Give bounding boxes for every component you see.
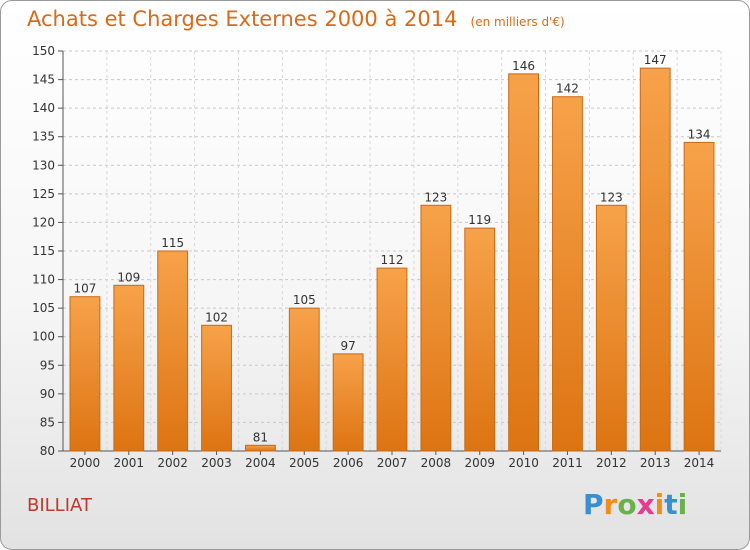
logo-letter: P bbox=[583, 488, 604, 521]
bar bbox=[201, 324, 232, 452]
x-tick-label: 2012 bbox=[596, 456, 627, 470]
x-tick-label: 2003 bbox=[201, 456, 232, 470]
y-tick-label: 120 bbox=[32, 215, 55, 229]
y-tick-label: 135 bbox=[32, 130, 55, 144]
commune-name: BILLIAT bbox=[27, 495, 92, 516]
bar bbox=[332, 353, 364, 452]
bar bbox=[376, 267, 408, 452]
proxiti-logo: Proxiti bbox=[583, 488, 687, 521]
bar bbox=[552, 96, 583, 452]
y-tick-label: 130 bbox=[32, 158, 55, 172]
data-label: 134 bbox=[688, 127, 711, 141]
bars bbox=[69, 67, 715, 452]
bar bbox=[244, 444, 276, 452]
chart-title: Achats et Charges Externes 2000 à 2014 bbox=[27, 7, 458, 31]
bar bbox=[639, 67, 671, 452]
x-tick-label: 2004 bbox=[245, 456, 276, 470]
labels: 80 85 90 95 100 105 110 115 120 125 130 135 140 145 15… bbox=[32, 44, 714, 470]
data-label: 123 bbox=[600, 190, 623, 204]
data-label: 119 bbox=[468, 213, 491, 227]
bar bbox=[508, 73, 540, 452]
data-label: 97 bbox=[340, 339, 355, 353]
bar bbox=[420, 204, 452, 452]
y-tick-label: 100 bbox=[32, 330, 55, 344]
data-label: 146 bbox=[512, 59, 535, 73]
chart-subtitle: (en milliers d'€) bbox=[470, 15, 565, 29]
x-tick-label: 2005 bbox=[289, 456, 320, 470]
y-tick-label: 80 bbox=[40, 444, 55, 458]
logo-letter: x bbox=[636, 488, 655, 521]
x-tick-label: 2008 bbox=[421, 456, 452, 470]
data-label: 109 bbox=[117, 270, 140, 284]
y-tick-label: 115 bbox=[32, 244, 55, 258]
bar bbox=[113, 284, 145, 452]
data-label: 115 bbox=[161, 236, 184, 250]
x-tick-label: 2011 bbox=[552, 456, 583, 470]
data-label: 105 bbox=[293, 293, 316, 307]
y-tick-label: 110 bbox=[32, 273, 55, 287]
data-label: 107 bbox=[73, 282, 96, 296]
y-tick-label: 145 bbox=[32, 73, 55, 87]
x-tick-label: 2002 bbox=[157, 456, 188, 470]
bar bbox=[464, 227, 496, 452]
data-label: 123 bbox=[424, 190, 447, 204]
y-tick-label: 85 bbox=[40, 415, 55, 429]
bar bbox=[157, 250, 189, 452]
title-block: Achats et Charges Externes 2000 à 2014 (… bbox=[27, 7, 565, 31]
logo-letter: r bbox=[603, 488, 618, 521]
x-tick-label: 2001 bbox=[114, 456, 145, 470]
bar bbox=[595, 204, 627, 452]
y-tick-label: 90 bbox=[40, 387, 55, 401]
bar bbox=[288, 307, 320, 452]
data-label: 142 bbox=[556, 82, 579, 96]
data-label: 102 bbox=[205, 310, 228, 324]
logo-letter: i bbox=[677, 488, 688, 521]
y-tick-label: 140 bbox=[32, 101, 55, 115]
y-tick-label: 95 bbox=[40, 358, 55, 372]
y-tick-label: 105 bbox=[32, 301, 55, 315]
x-tick-label: 2010 bbox=[508, 456, 539, 470]
y-tick-label: 125 bbox=[32, 187, 55, 201]
data-label: 147 bbox=[644, 53, 667, 67]
y-tick-label: 150 bbox=[32, 44, 55, 58]
x-tick-label: 2006 bbox=[333, 456, 364, 470]
logo-letter: i bbox=[654, 488, 665, 521]
x-tick-label: 2007 bbox=[377, 456, 408, 470]
x-tick-label: 2014 bbox=[684, 456, 715, 470]
x-tick-label: 2009 bbox=[464, 456, 495, 470]
x-tick-label: 2013 bbox=[640, 456, 671, 470]
bar bbox=[683, 141, 715, 452]
logo-letter: t bbox=[664, 488, 678, 521]
data-label: 112 bbox=[381, 253, 404, 267]
data-label: 81 bbox=[253, 430, 268, 444]
x-tick-label: 2000 bbox=[70, 456, 101, 470]
logo-letter: o bbox=[617, 488, 637, 521]
bar bbox=[69, 296, 101, 452]
